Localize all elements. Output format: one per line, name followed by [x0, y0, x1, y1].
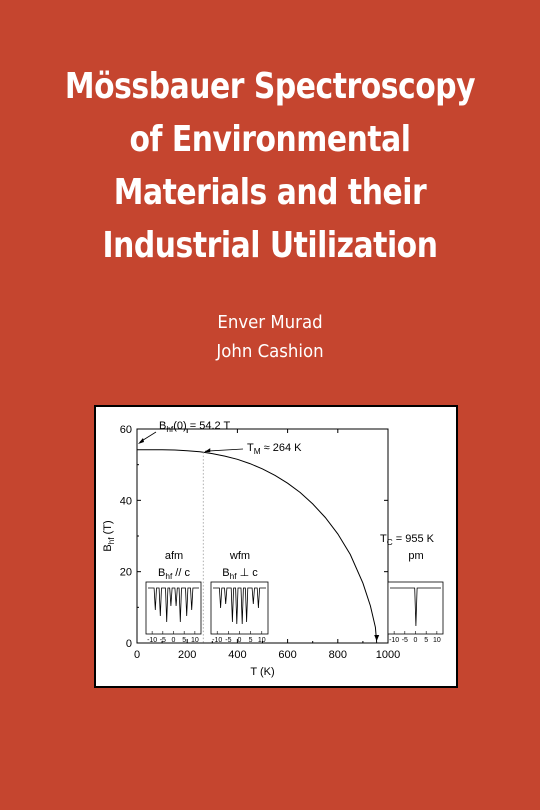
title-line: Materials and their [113, 172, 427, 213]
inset-tick-label: 0 [238, 637, 242, 644]
inset-tick-label: -5 [160, 637, 166, 644]
tc-arrowhead [374, 635, 380, 641]
inset-tick-label: -10 [147, 637, 157, 644]
author-name: John Cashion [216, 341, 324, 362]
inset-tick-label: 5 [182, 637, 186, 644]
y-axis-label: Bhf (T) [102, 520, 116, 551]
x-tick-label: 0 [134, 649, 140, 661]
inset-label: wfm [229, 550, 250, 562]
x-tick-label: 600 [278, 649, 296, 661]
y-tick-label: 0 [126, 638, 132, 650]
inset-tick-label: -10 [212, 637, 222, 644]
inset-label: pm [408, 550, 423, 562]
inset-tick-label: 0 [414, 637, 418, 644]
spectrum-line [390, 587, 441, 627]
title-line: Industrial Utilization [102, 225, 438, 266]
spectrum-inset: pm -10 -5 0 5 10 [387, 550, 444, 644]
tc-annotation: TC = 955 K [380, 533, 435, 547]
inset-label: afm [165, 550, 183, 562]
x-tick-label: 800 [329, 649, 347, 661]
series-line [137, 449, 378, 644]
book-title: Mössbauer Spectroscopy of Environmental … [22, 60, 519, 272]
inset-sublabel: Bhf ⊥ c [222, 567, 258, 581]
title-line: of Environmental [129, 119, 411, 160]
plot-area [137, 449, 378, 644]
y-tick-label: 20 [120, 567, 132, 579]
inset-tick-label: 10 [258, 637, 266, 644]
title-line: Mössbauer Spectroscopy [64, 66, 476, 107]
chart-annotations: Bhf(0) = 54.2 T TM ≈ 264 K TC = 955 K [138, 420, 435, 641]
tm-annotation: TM ≈ 264 K [247, 442, 302, 456]
bhf0-annotation: Bhf(0) = 54.2 T [159, 420, 230, 434]
y-tick-label: 40 [120, 495, 132, 507]
inset-tick-label: -5 [225, 637, 231, 644]
inset-tick-label: 10 [433, 637, 441, 644]
x-axis-label: T (K) [250, 666, 274, 678]
cover-figure: 0 200 400 600 800 1000 0 20 40 60 T (K) Bhf (T) Bhf… [94, 405, 458, 688]
x-tick-label: 400 [228, 649, 246, 661]
spectrum-line [148, 587, 199, 623]
y-tick-label: 60 [120, 424, 132, 436]
tm-arrow [205, 448, 244, 452]
bhf0-arrowhead [138, 438, 144, 444]
inset-tick-label: -10 [389, 637, 399, 644]
spectrum-inset: wfm Bhf ⊥ c -10 -5 0 5 10 [210, 550, 269, 644]
x-tick-label: 1000 [376, 649, 400, 661]
inset-tick-label: 0 [172, 637, 176, 644]
spectrum-inset: afm Bhf // c -10 -5 0 5 10 [145, 550, 202, 644]
inset-sublabel: Bhf // c [158, 567, 190, 581]
inset-tick-label: 10 [191, 637, 199, 644]
author-name: Enver Murad [217, 312, 323, 333]
spectrum-line [213, 587, 266, 625]
inset-tick-label: 5 [249, 637, 253, 644]
inset-tick-label: 5 [424, 637, 428, 644]
inset-tick-label: -5 [402, 637, 408, 644]
tm-arrowhead [204, 448, 211, 453]
authors: Enver Murad John Cashion [22, 308, 519, 366]
x-tick-label: 200 [178, 649, 196, 661]
